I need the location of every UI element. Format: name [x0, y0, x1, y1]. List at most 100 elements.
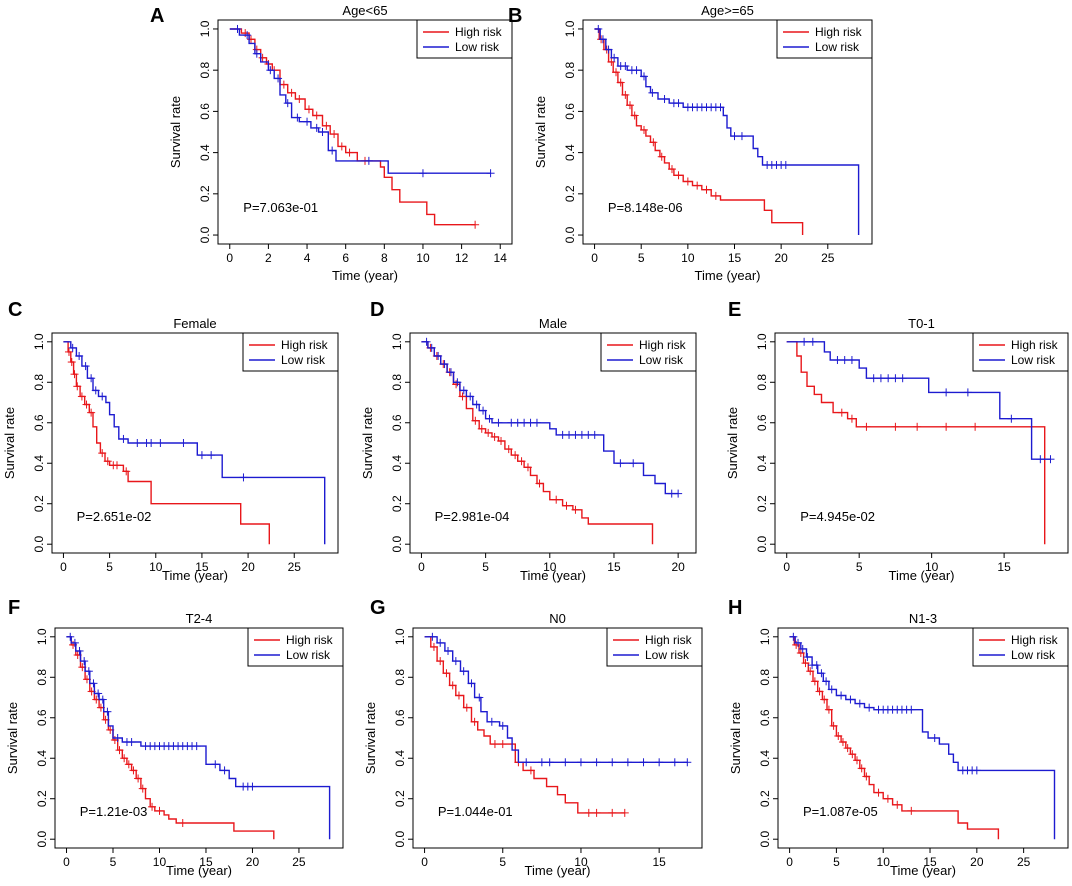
y-tick-label: 0.8 [390, 374, 404, 391]
plot-frame [217, 19, 513, 245]
y-tick-label: 0.2 [563, 185, 577, 202]
panel-H: H N1-3 0 5 10 15 20 25 0.0 0.2 0.4 0.6 0.8 1.0 Time (y… [728, 597, 1069, 878]
y-tick-label: 0.0 [758, 831, 772, 848]
y-tick-label: 0.0 [198, 226, 212, 243]
legend-box [416, 19, 513, 59]
panel-C: C Female 0 5 10 15 20 25 0.0 0.2 0.4 0.6 0.8 1.0 Time … [2, 299, 339, 583]
panel-letter: A [150, 5, 164, 27]
km-curve-high [786, 341, 1046, 545]
legend-label: High risk [455, 25, 503, 39]
legend-label: Low risk [286, 648, 331, 662]
y-axis-label: Survival rate [2, 407, 17, 479]
legend-box [972, 332, 1069, 372]
y-axis-label: Survival rate [725, 407, 740, 479]
km-curve-high [424, 636, 625, 814]
y-tick-label: 0.8 [563, 62, 577, 79]
y-tick-label: 0.0 [390, 536, 404, 553]
plot-frame [412, 627, 703, 849]
x-tick-label: 5 [482, 560, 489, 574]
plot-frame [54, 627, 344, 849]
x-tick-label: 10 [681, 251, 695, 265]
y-tick-label: 0.4 [758, 750, 772, 767]
legend-label: Low risk [639, 353, 684, 367]
p-value: P=1.087e-05 [803, 804, 878, 819]
legend-label: High risk [1011, 633, 1059, 647]
legend-label: Low risk [645, 648, 690, 662]
x-axis-label: Time (year) [525, 863, 591, 878]
legend-label: Low risk [455, 40, 500, 54]
p-value: P=2.651e-02 [77, 509, 152, 524]
y-tick-label: 0.8 [35, 669, 49, 686]
x-tick-label: 0 [786, 855, 793, 869]
legend-label: High risk [1011, 338, 1059, 352]
y-tick-label: 1.0 [198, 20, 212, 37]
x-axis-label: Time (year) [890, 863, 956, 878]
y-tick-label: 0.6 [32, 414, 46, 431]
y-tick-label: 0.6 [755, 414, 769, 431]
y-tick-label: 0.0 [563, 226, 577, 243]
x-tick-label: 10 [153, 855, 167, 869]
x-tick-label: 5 [833, 855, 840, 869]
y-tick-label: 0.6 [563, 103, 577, 120]
y-tick-label: 0.8 [32, 374, 46, 391]
x-axis-label: Time (year) [695, 268, 761, 283]
x-tick-label: 0 [421, 855, 428, 869]
y-axis-label: Survival rate [168, 96, 183, 168]
legend-label: High risk [815, 25, 863, 39]
x-tick-label: 8 [381, 251, 388, 265]
panel-F: F T2-4 0 5 10 15 20 25 0.0 0.2 0.4 0.6 0.8 1.0 Time (y… [5, 597, 344, 878]
x-tick-label: 5 [499, 855, 506, 869]
x-tick-label: 15 [923, 855, 937, 869]
x-tick-label: 25 [288, 560, 302, 574]
y-axis-label: Survival rate [533, 96, 548, 168]
y-tick-label: 0.6 [198, 103, 212, 120]
plot-frame [51, 332, 339, 554]
y-tick-label: 0.2 [755, 495, 769, 512]
legend-box [600, 332, 697, 372]
x-tick-label: 15 [997, 560, 1011, 574]
y-tick-label: 0.2 [390, 495, 404, 512]
y-tick-label: 0.4 [393, 750, 407, 767]
panel-A: A Age<65 0 2 4 6 8 10 12 14 0.0 0.2 0.4 0.6 0.8 1.0 Time… [150, 3, 513, 283]
y-tick-label: 0.4 [32, 455, 46, 472]
legend-box [242, 332, 339, 372]
x-tick-label: 20 [246, 855, 260, 869]
y-tick-label: 0.2 [758, 790, 772, 807]
x-tick-label: 15 [199, 855, 213, 869]
plot-frame [774, 332, 1069, 554]
legend-label: High risk [281, 338, 329, 352]
chart-title: T0-1 [908, 316, 935, 331]
y-tick-label: 0.8 [755, 374, 769, 391]
plot-frame [409, 332, 697, 554]
p-value: P=1.044e-01 [438, 804, 513, 819]
y-tick-label: 1.0 [755, 333, 769, 350]
x-axis-label: Time (year) [889, 568, 955, 583]
legend-box [247, 627, 344, 667]
panel-D: D Male 0 5 10 15 20 0.0 0.2 0.4 0.6 0.8 1.0 Time (yea… [360, 299, 697, 583]
x-tick-label: 0 [591, 251, 598, 265]
y-tick-label: 0.2 [198, 185, 212, 202]
legend-label: Low risk [1011, 648, 1056, 662]
x-tick-label: 15 [728, 251, 742, 265]
panel-letter: C [8, 299, 22, 321]
y-axis-label: Survival rate [728, 702, 743, 774]
x-tick-label: 25 [1017, 855, 1031, 869]
y-tick-label: 0.0 [35, 831, 49, 848]
y-tick-label: 0.2 [393, 790, 407, 807]
y-tick-label: 1.0 [563, 20, 577, 37]
panel-G: G N0 0 5 10 15 0.0 0.2 0.4 0.6 0.8 1.0 Time (year) Su… [363, 597, 703, 878]
x-tick-label: 15 [607, 560, 621, 574]
chart-title: N0 [549, 611, 566, 626]
legend-label: High risk [639, 338, 687, 352]
plot-frame [582, 19, 873, 245]
x-axis-label: Time (year) [332, 268, 398, 283]
y-tick-label: 0.4 [198, 144, 212, 161]
km-curve-low [786, 341, 1051, 460]
y-tick-label: 0.0 [393, 831, 407, 848]
